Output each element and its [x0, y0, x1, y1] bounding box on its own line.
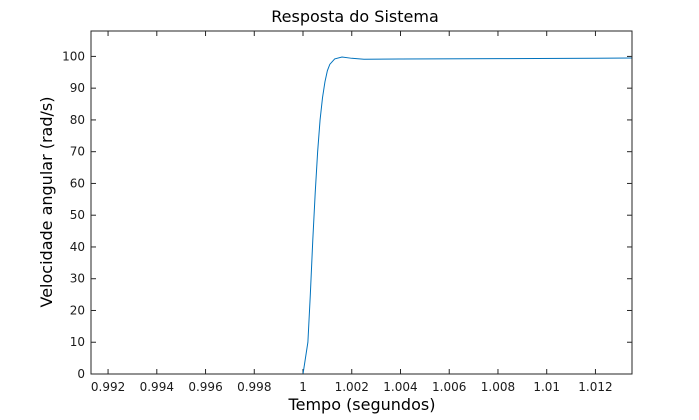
y-tick-label: 20: [70, 303, 85, 317]
x-tick-label: 1.01: [533, 380, 560, 394]
x-tick-label: 1: [299, 380, 307, 394]
x-tick-label: 0.998: [237, 380, 271, 394]
x-tick-label: 0.996: [188, 380, 222, 394]
y-tick-label: 40: [70, 240, 85, 254]
plot-area: [91, 31, 632, 374]
x-tick-label: 1.008: [481, 380, 515, 394]
plot-frame: [90, 30, 633, 375]
y-tick-label: 90: [70, 81, 85, 95]
x-tick-label: 1.012: [578, 380, 612, 394]
x-tick-label: 1.006: [432, 380, 466, 394]
x-tick-label: 1.004: [383, 380, 417, 394]
y-tick-label: 60: [70, 176, 85, 190]
y-tick-label: 80: [70, 113, 85, 127]
chart-title: Resposta do Sistema: [271, 7, 439, 26]
series-line: [91, 56, 633, 375]
y-tick-label: 10: [70, 335, 85, 349]
y-tick-label: 50: [70, 208, 85, 222]
x-axis-label: Tempo (segundos): [288, 395, 436, 414]
y-axis-label: Velocidade angular (rad/s): [37, 97, 56, 308]
x-tick-label: 0.992: [91, 380, 125, 394]
y-tick-label: 70: [70, 145, 85, 159]
y-tick-label: 0: [77, 367, 85, 381]
y-tick-label: 30: [70, 272, 85, 286]
y-tick-label: 100: [62, 49, 85, 63]
x-tick-label: 1.002: [335, 380, 369, 394]
x-tick-label: 0.994: [140, 380, 174, 394]
